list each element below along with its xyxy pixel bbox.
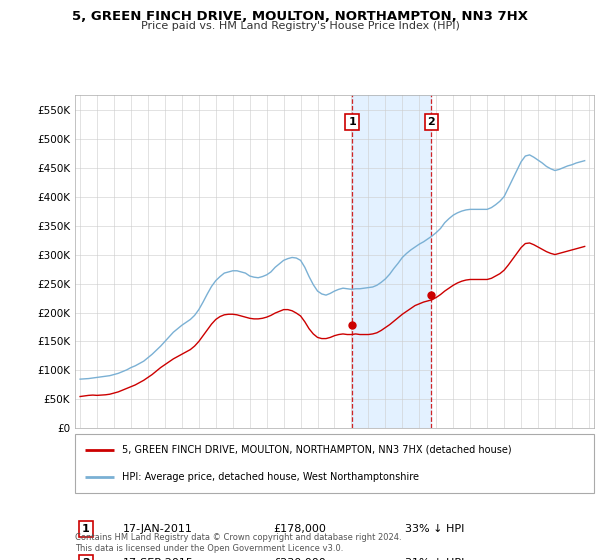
- Text: Price paid vs. HM Land Registry's House Price Index (HPI): Price paid vs. HM Land Registry's House …: [140, 21, 460, 31]
- Text: HPI: Average price, detached house, West Northamptonshire: HPI: Average price, detached house, West…: [122, 472, 419, 482]
- Text: £230,000: £230,000: [273, 558, 326, 560]
- Text: 1: 1: [82, 524, 89, 534]
- Text: 5, GREEN FINCH DRIVE, MOULTON, NORTHAMPTON, NN3 7HX: 5, GREEN FINCH DRIVE, MOULTON, NORTHAMPT…: [72, 10, 528, 23]
- Text: £178,000: £178,000: [273, 524, 326, 534]
- Text: 2: 2: [82, 558, 89, 560]
- Text: 17-JAN-2011: 17-JAN-2011: [123, 524, 193, 534]
- Text: Contains HM Land Registry data © Crown copyright and database right 2024.
This d: Contains HM Land Registry data © Crown c…: [75, 533, 401, 553]
- Text: 31% ↓ HPI: 31% ↓ HPI: [405, 558, 464, 560]
- Text: 2: 2: [427, 117, 435, 127]
- Text: 5, GREEN FINCH DRIVE, MOULTON, NORTHAMPTON, NN3 7HX (detached house): 5, GREEN FINCH DRIVE, MOULTON, NORTHAMPT…: [122, 445, 511, 455]
- Bar: [352, 95, 431, 428]
- Text: 1: 1: [348, 117, 356, 127]
- Text: 33% ↓ HPI: 33% ↓ HPI: [405, 524, 464, 534]
- Text: 17-SEP-2015: 17-SEP-2015: [123, 558, 194, 560]
